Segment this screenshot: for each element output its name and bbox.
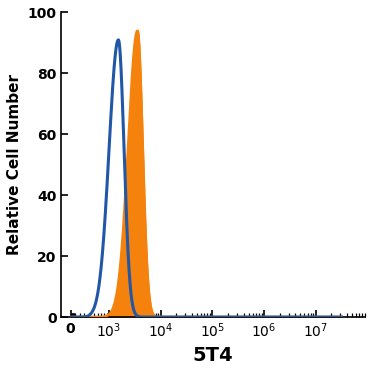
X-axis label: 5T4: 5T4 xyxy=(193,346,234,365)
Y-axis label: Relative Cell Number: Relative Cell Number xyxy=(7,74,22,255)
